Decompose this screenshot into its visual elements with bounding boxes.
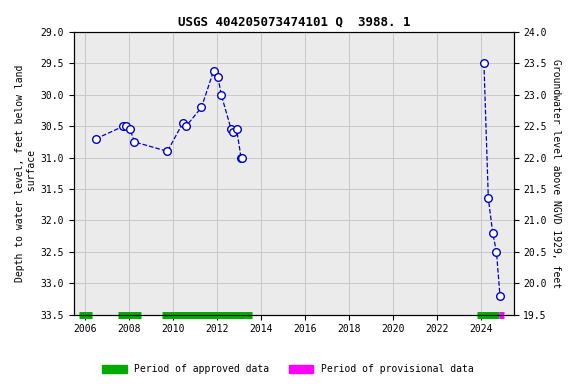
Title: USGS 404205073474101 Q  3988. 1: USGS 404205073474101 Q 3988. 1 (177, 15, 410, 28)
Y-axis label: Groundwater level above NGVD 1929, feet: Groundwater level above NGVD 1929, feet (551, 59, 561, 288)
Y-axis label: Depth to water level, feet below land
 surface: Depth to water level, feet below land su… (15, 65, 37, 282)
Legend: Period of approved data, Period of provisional data: Period of approved data, Period of provi… (97, 359, 479, 379)
